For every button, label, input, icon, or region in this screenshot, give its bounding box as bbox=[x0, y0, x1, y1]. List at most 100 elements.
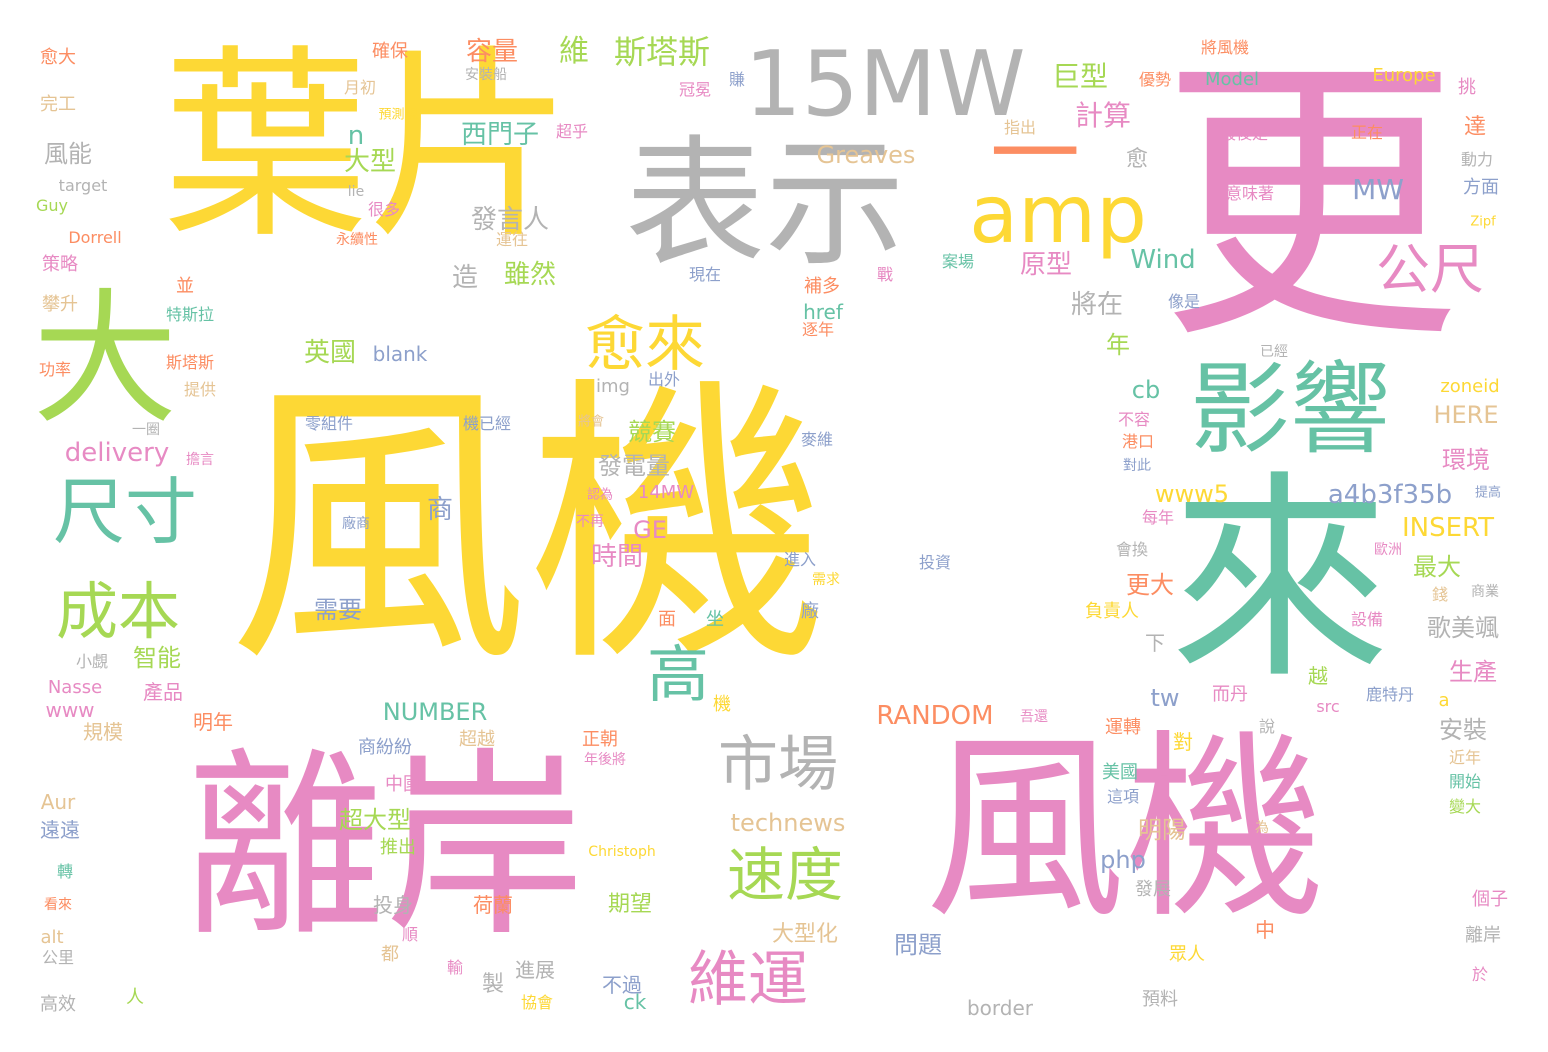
word: 葉片 bbox=[163, 28, 573, 267]
word: 大型化 bbox=[771, 922, 839, 947]
word: 進展 bbox=[515, 958, 555, 982]
word: 這項 bbox=[1106, 787, 1140, 806]
word: 提高 bbox=[1474, 485, 1502, 501]
word: 愈大 bbox=[40, 47, 76, 68]
word: Dorrell bbox=[68, 228, 122, 247]
word: Nasse bbox=[47, 677, 103, 698]
word: www5 bbox=[1154, 480, 1230, 508]
word: 離岸 bbox=[184, 731, 586, 964]
word: 來 bbox=[1169, 452, 1391, 708]
word: Guy bbox=[35, 196, 69, 215]
word: 設備 bbox=[1350, 610, 1384, 629]
word: img bbox=[596, 376, 630, 397]
word: 荷蘭 bbox=[473, 893, 513, 917]
word: 超乎 bbox=[555, 122, 589, 141]
word: 高效 bbox=[40, 994, 76, 1015]
word: RANDOM bbox=[876, 701, 994, 731]
word: 坐 bbox=[706, 609, 724, 630]
word: 尺寸 bbox=[52, 470, 198, 554]
word: 優勢 bbox=[1138, 70, 1172, 89]
word: 造 bbox=[451, 263, 479, 293]
word: 機 bbox=[713, 694, 731, 715]
word: 不過 bbox=[602, 973, 642, 997]
word: 大型 bbox=[343, 147, 397, 177]
word: 風能 bbox=[44, 140, 92, 168]
word: 將在 bbox=[1070, 290, 1124, 320]
word: 歌美颯 bbox=[1427, 614, 1499, 642]
word: 商業 bbox=[1471, 584, 1499, 600]
word: ck bbox=[623, 990, 647, 1014]
word: Christoph bbox=[588, 844, 656, 860]
word: 公尺 bbox=[1376, 238, 1484, 301]
word: 永續性 bbox=[336, 232, 378, 248]
word: MW bbox=[1352, 173, 1404, 206]
word: 維運 bbox=[688, 945, 808, 1015]
word: 順 bbox=[401, 925, 419, 944]
word: 智能 bbox=[133, 644, 181, 672]
word: 像是 bbox=[1167, 292, 1201, 311]
word: a4b3f35b bbox=[1327, 480, 1453, 510]
word: 投資 bbox=[918, 553, 952, 572]
word: 機已經 bbox=[462, 414, 512, 433]
word: 說 bbox=[1258, 717, 1276, 736]
word: GE bbox=[633, 516, 667, 544]
word: 15MW bbox=[744, 32, 1026, 137]
word: 廠 bbox=[801, 601, 819, 622]
word: Greaves bbox=[816, 141, 916, 169]
word: 確保 bbox=[372, 41, 408, 62]
word: HERE bbox=[1433, 401, 1499, 429]
word: 特斯拉 bbox=[165, 305, 215, 324]
word: 提供 bbox=[183, 380, 217, 399]
word: 期望 bbox=[607, 892, 653, 917]
word: 年 bbox=[1106, 331, 1130, 359]
word: blank bbox=[372, 342, 428, 366]
word: 已經 bbox=[1260, 344, 1288, 360]
word: 製 bbox=[481, 972, 505, 997]
word: 明陽 bbox=[1138, 816, 1186, 844]
word: 看來 bbox=[44, 897, 72, 913]
word: 意味著 bbox=[1225, 184, 1275, 203]
word: 對 bbox=[1173, 730, 1193, 754]
word: 將會 bbox=[577, 414, 605, 430]
word: 需求 bbox=[812, 572, 840, 588]
word: 動力 bbox=[1460, 150, 1494, 169]
word: 超越 bbox=[459, 729, 495, 750]
word: 預測現 bbox=[378, 107, 418, 123]
word: 正朝 bbox=[582, 729, 618, 750]
word: 攀升 bbox=[42, 294, 78, 315]
word: tw bbox=[1150, 684, 1180, 712]
word: 案場 bbox=[941, 252, 975, 271]
word: 商 bbox=[426, 495, 454, 525]
word: 成本 bbox=[55, 575, 181, 648]
word: 人 bbox=[126, 987, 144, 1008]
word: 維 bbox=[559, 34, 589, 69]
word: border bbox=[966, 996, 1034, 1020]
word: lie bbox=[347, 184, 365, 200]
word: 中 bbox=[1255, 918, 1275, 942]
word: technews bbox=[730, 809, 846, 837]
word: 西門子 bbox=[460, 120, 540, 150]
word: 美國 bbox=[1102, 762, 1138, 783]
word: www bbox=[45, 698, 95, 722]
word: 發言人 bbox=[470, 205, 550, 235]
word: php bbox=[1100, 846, 1146, 874]
word: 競賽 bbox=[628, 418, 676, 446]
word: 雖然 bbox=[503, 260, 557, 290]
word: 一圈 bbox=[132, 422, 160, 438]
word: 容量 bbox=[465, 37, 519, 67]
word: 小覷 bbox=[75, 652, 109, 671]
word: 月初 bbox=[343, 78, 377, 97]
word: 轉 bbox=[56, 862, 74, 881]
word: 麥維 bbox=[800, 430, 834, 449]
word: 面 bbox=[658, 609, 676, 630]
word: 策略 bbox=[42, 254, 78, 275]
word: src bbox=[1316, 697, 1340, 716]
word: NUMBER bbox=[382, 698, 488, 726]
word: 完工 bbox=[40, 94, 76, 115]
word: 影響 bbox=[1190, 351, 1390, 468]
word: 功率 bbox=[38, 360, 72, 379]
word: 不容 bbox=[1117, 410, 1151, 429]
word: 出外 bbox=[647, 370, 681, 389]
word: 歐洲 bbox=[1374, 542, 1402, 558]
word: 變大 bbox=[1448, 797, 1482, 816]
